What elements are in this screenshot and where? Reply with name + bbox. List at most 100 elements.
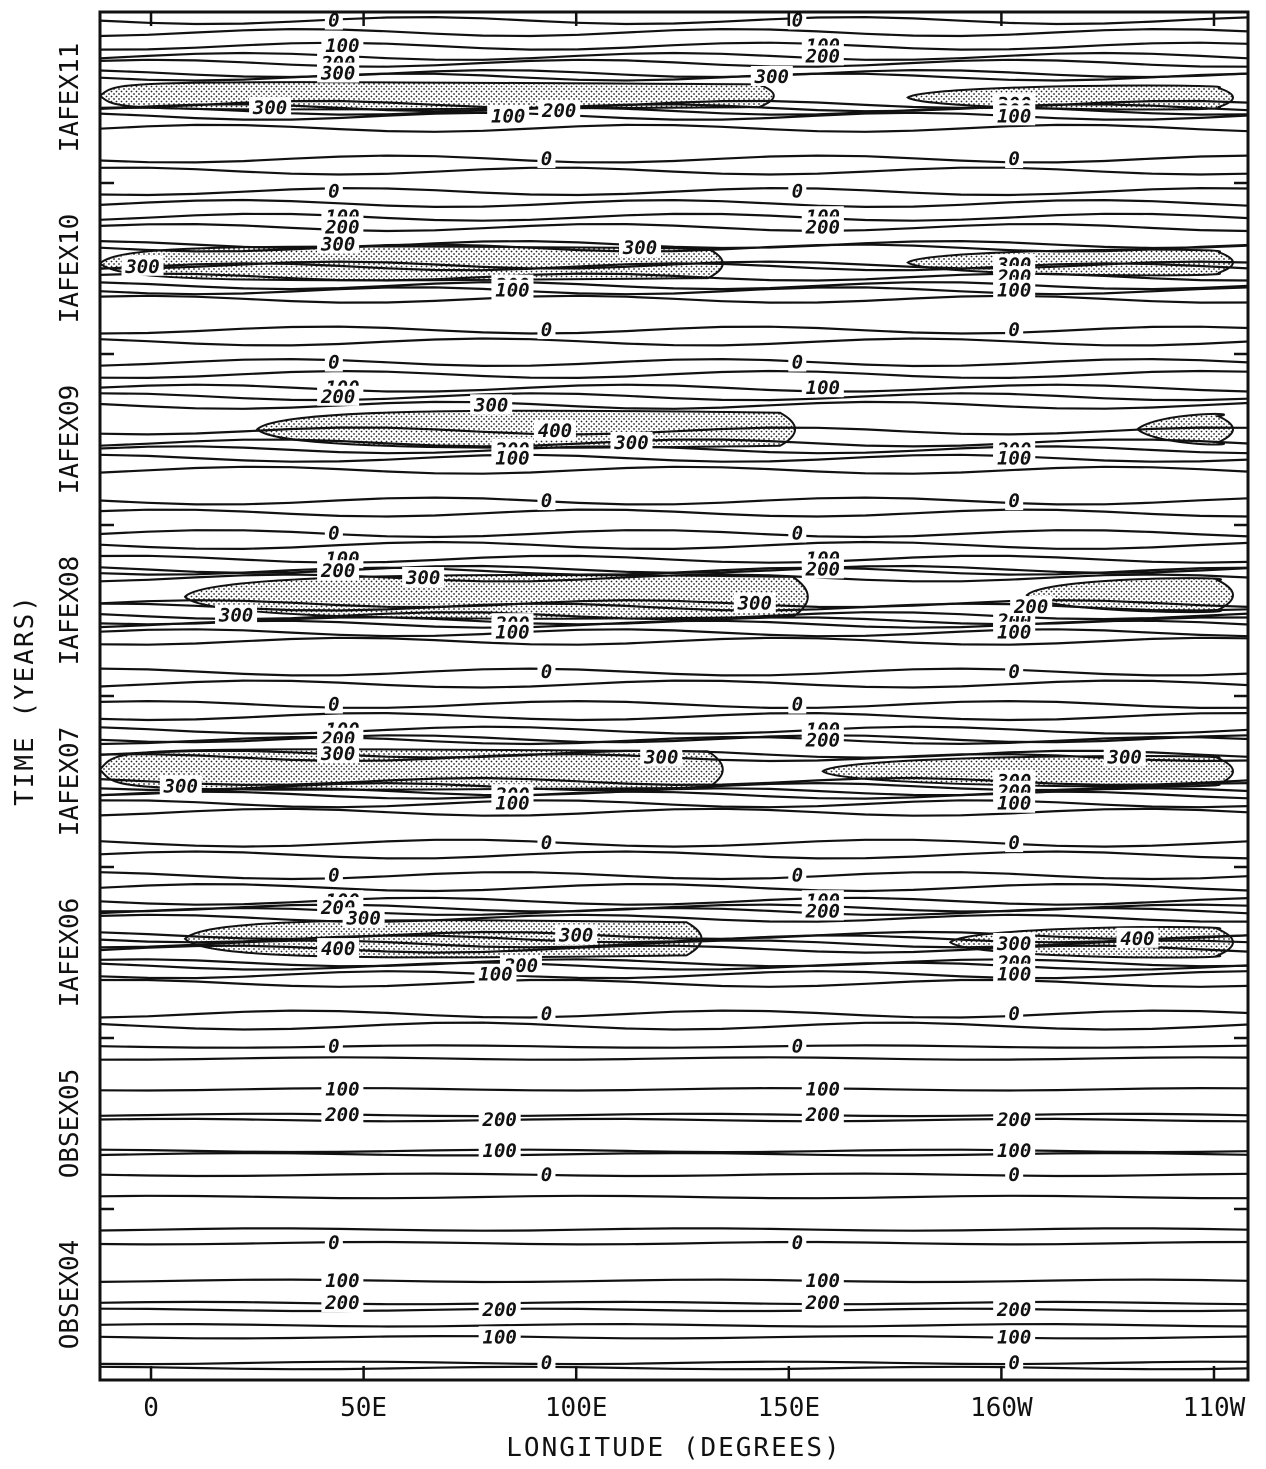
contour-line (99, 906, 1249, 916)
contour-label-bg (1005, 490, 1024, 511)
contour-label-bg (993, 932, 1036, 953)
contour-label-bg (801, 216, 844, 237)
contour-label: 200 (805, 729, 840, 751)
contour-line (99, 272, 1249, 282)
contour-label-bg (788, 180, 807, 201)
contour-line (99, 383, 1249, 393)
contour-label-bg (993, 447, 1036, 468)
contour-line (99, 838, 1249, 848)
contour-lines (99, 15, 1249, 1371)
contour-label: 0 (541, 319, 552, 341)
y-panel-labels: IAFEX11 IAFEX10 IAFEX09 IAFEX08 IAFEX07 … (55, 43, 85, 1350)
contour-line (99, 776, 1249, 787)
x-tick-label: 50E (340, 1393, 387, 1423)
contour-line (99, 239, 1249, 250)
contour-label-bg (324, 9, 343, 30)
contour-label-bg (317, 560, 360, 581)
contour-label: 0 (541, 832, 552, 854)
contour-line (99, 111, 1249, 121)
contour-line (99, 1360, 1249, 1366)
contour-line (99, 1044, 1249, 1049)
contour-label-bg (215, 604, 258, 625)
x-tick-labels: 0 50E 100E 150E 160W 110W (143, 1393, 1245, 1423)
contour-line (99, 882, 1249, 893)
contour-line (99, 357, 1249, 368)
contour-label-bg (993, 792, 1036, 813)
contour-line (99, 1151, 1249, 1157)
contour-label: 300 (320, 63, 355, 85)
contour-label-bg (491, 792, 534, 813)
contour-label: 200 (805, 900, 840, 922)
contour-label-bg (533, 419, 576, 440)
contour-line (99, 970, 1249, 980)
y-panel-label: IAFEX07 (55, 727, 85, 837)
contour-line (99, 445, 1249, 455)
contour-label: 400 (538, 420, 572, 442)
contour-label-bg (788, 864, 807, 885)
contour-label: 100 (478, 964, 512, 986)
contour-label-bg (321, 1078, 364, 1099)
contour-line (99, 465, 1249, 475)
contour-line (99, 850, 1249, 860)
contour-label-bg (993, 963, 1036, 984)
contour-label: 0 (792, 523, 803, 545)
contour-line (99, 41, 1249, 51)
contour-label-bg (537, 661, 556, 682)
contour-label: 200 (541, 100, 576, 122)
contour-label-bg (324, 1232, 343, 1253)
contour-label: 100 (325, 1078, 359, 1100)
contour-line (99, 790, 1249, 800)
contour-label-bg (801, 900, 844, 921)
contour-label-bg (993, 279, 1036, 300)
contour-label: 100 (806, 1078, 840, 1100)
contour-line (99, 51, 1249, 61)
contour-label: 0 (792, 694, 803, 716)
contour-label-bg (321, 1103, 364, 1124)
contour-label-bg (1005, 1003, 1024, 1024)
contour-line (99, 72, 1249, 82)
contour-label-bg (788, 693, 807, 714)
contour-label-bg (470, 394, 513, 415)
contour-label-bg (788, 1035, 807, 1056)
contour-line (99, 554, 1249, 564)
contour-line (99, 58, 1249, 68)
contour-label: 200 (1013, 596, 1048, 618)
contour-label-bg (317, 62, 360, 83)
contour-label: 300 (1107, 747, 1142, 769)
contour-line (99, 166, 1249, 176)
contour-label-bg (474, 963, 517, 984)
contour-line (99, 243, 1249, 253)
contour-label-bg (1005, 1351, 1024, 1372)
contour-label: 300 (473, 394, 508, 416)
contour-label: 300 (754, 66, 789, 88)
shaded-region (255, 409, 797, 449)
contour-line (99, 679, 1249, 689)
contour-label: 100 (806, 377, 840, 399)
contour-label-bg (478, 1298, 521, 1319)
contour-label-bg (537, 1163, 556, 1184)
contour-labels: 0010010020020030030030020010030020010000… (121, 9, 1159, 1374)
contour-label: 100 (806, 1270, 840, 1292)
x-tick-label: 0 (143, 1393, 159, 1423)
contour-label-bg (478, 1326, 521, 1347)
contour-label-bg (478, 1109, 521, 1130)
contour-line (99, 599, 1249, 609)
contour-label: 200 (482, 1109, 517, 1131)
contour-label: 0 (541, 1003, 552, 1025)
contour-label: 0 (792, 1232, 803, 1254)
contour-line (99, 871, 1249, 881)
contour-label-bg (1116, 927, 1159, 948)
contour-label: 200 (805, 216, 840, 238)
contour-line (99, 1148, 1249, 1154)
contour-label-bg (993, 105, 1036, 126)
contour-label-bg (317, 727, 360, 748)
contour-line (99, 961, 1249, 971)
y-panel-label: IAFEX11 (55, 43, 85, 153)
contour-line (99, 944, 1249, 954)
contour-label: 0 (328, 865, 339, 887)
contour-label: 300 (405, 567, 440, 589)
contour-line (100, 978, 1249, 988)
contour-label-bg (1005, 1163, 1024, 1184)
contour-line (99, 496, 1249, 506)
contour-label-bg (402, 567, 445, 588)
